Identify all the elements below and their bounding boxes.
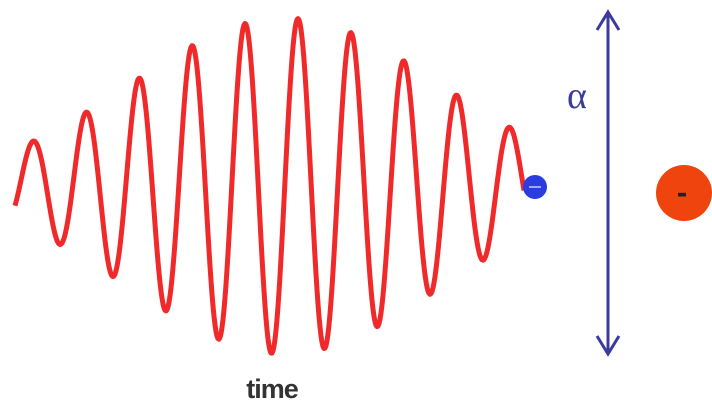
alpha-label: α (567, 75, 587, 117)
diagram: α - time (0, 0, 712, 404)
charge-label: - (677, 179, 688, 209)
wave-packet (15, 19, 524, 354)
double-arrow (597, 12, 619, 354)
time-label: time (246, 374, 299, 404)
